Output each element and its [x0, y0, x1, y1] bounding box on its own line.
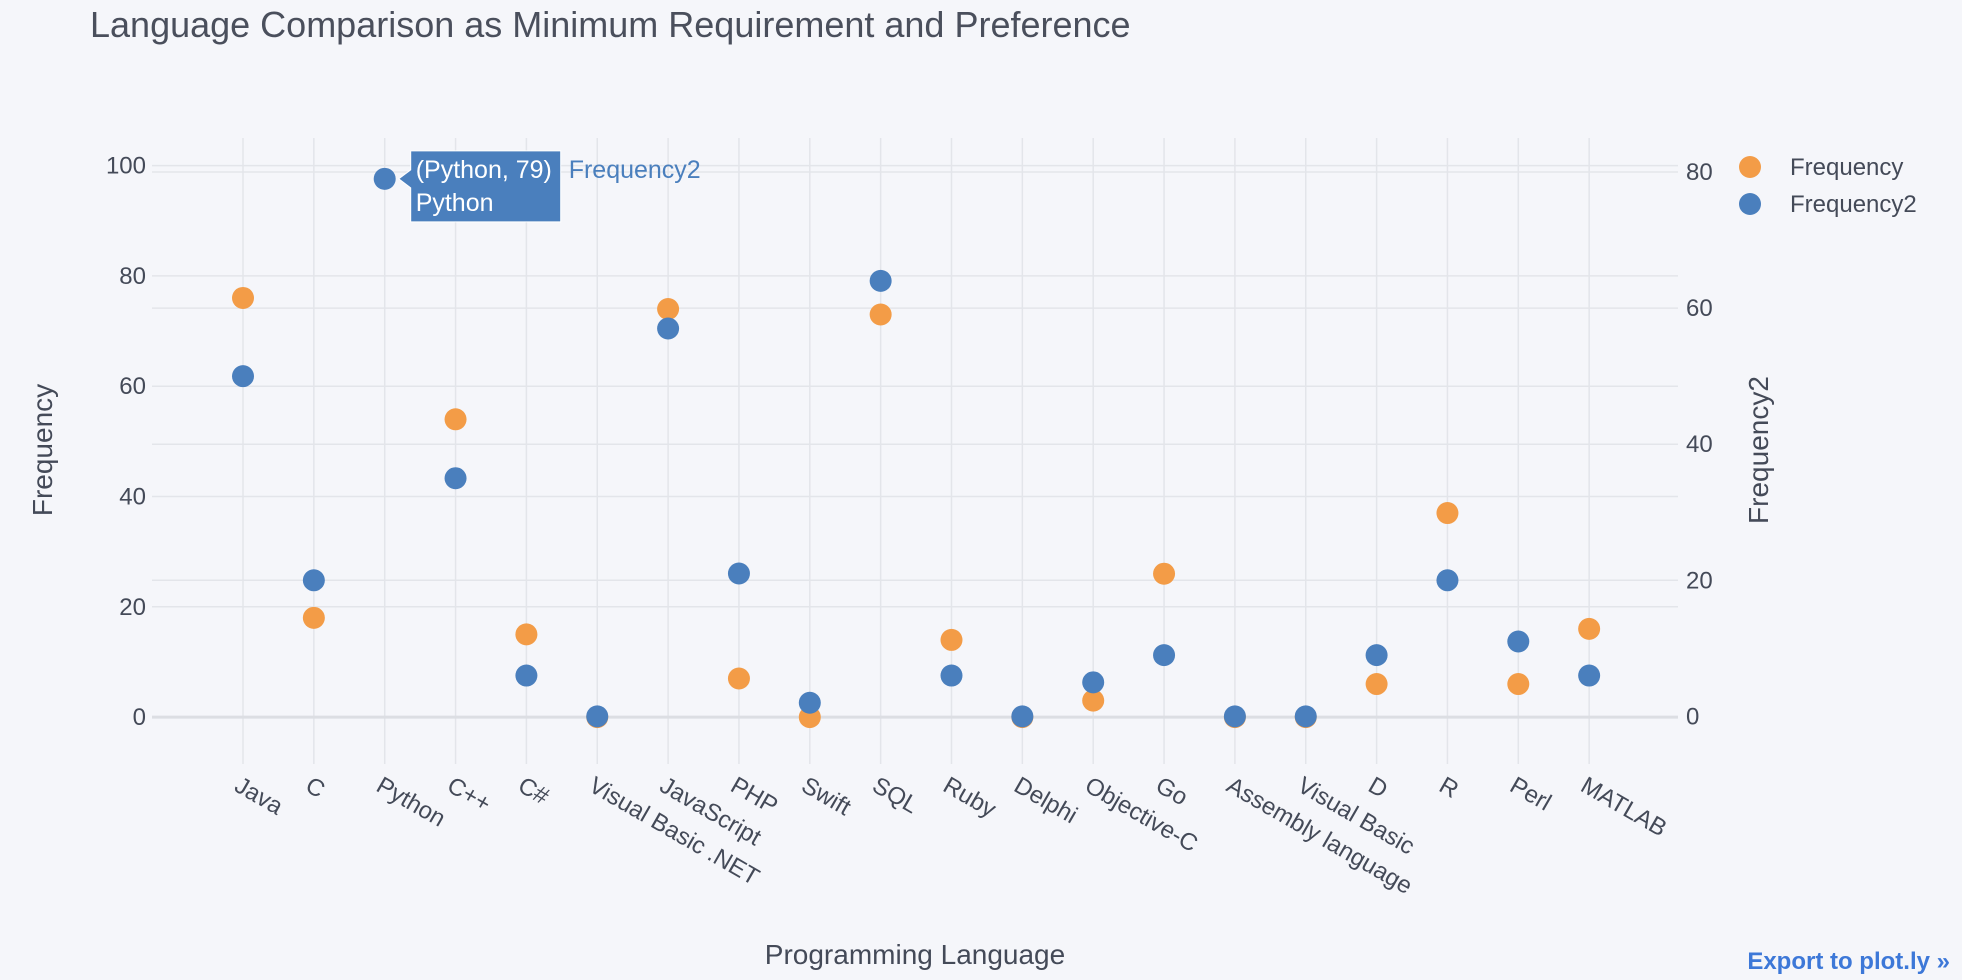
- data-point[interactable]: [1578, 617, 1601, 640]
- y-tick-label: 0: [133, 704, 146, 731]
- data-point[interactable]: [1011, 705, 1034, 728]
- data-point[interactable]: [232, 365, 254, 388]
- data-point[interactable]: [869, 303, 892, 326]
- export-to-plotly-link[interactable]: Export to plot.ly »: [1747, 948, 1950, 975]
- data-point[interactable]: [1507, 673, 1530, 696]
- tooltip-line: Python: [416, 189, 494, 217]
- x-tick-label: Perl: [1505, 772, 1555, 817]
- series-frequency[interactable]: [232, 286, 1601, 729]
- data-point[interactable]: [940, 628, 963, 651]
- data-point[interactable]: [1365, 644, 1388, 667]
- y2-axis-title: Frequency2: [1743, 376, 1774, 524]
- data-point[interactable]: [1578, 664, 1601, 687]
- series-frequency2[interactable]: [232, 167, 1601, 728]
- y2-tick-label: 40: [1686, 431, 1713, 458]
- data-point[interactable]: [1436, 502, 1459, 525]
- x-tick-label: Ruby: [939, 772, 1001, 823]
- legend-marker: [1739, 193, 1761, 215]
- x-tick-label: MATLAB: [1576, 772, 1671, 843]
- data-point[interactable]: [586, 705, 609, 728]
- data-point[interactable]: [1436, 569, 1459, 592]
- tooltip-line: (Python, 79): [416, 156, 552, 184]
- tooltip-box: [397, 150, 562, 223]
- data-point[interactable]: [940, 664, 963, 687]
- legend-item-frequency[interactable]: Frequency: [1739, 154, 1903, 181]
- data-point[interactable]: [869, 269, 892, 292]
- x-tick-label: R: [1434, 772, 1463, 804]
- data-point[interactable]: [657, 297, 680, 320]
- x-tick-label: C#: [513, 772, 554, 811]
- data-point[interactable]: [1223, 705, 1246, 728]
- y2-tick-label: 60: [1686, 295, 1713, 322]
- chart-title: Language Comparison as Minimum Requireme…: [90, 4, 1131, 45]
- y-axis-right: 0 20 40 60 80: [1686, 159, 1713, 730]
- x-tick-label: C: [301, 772, 330, 804]
- y2-tick-label: 0: [1686, 703, 1699, 730]
- data-point[interactable]: [515, 664, 538, 687]
- x-tick-label: SQL: [868, 772, 923, 819]
- data-point[interactable]: [657, 317, 680, 340]
- y-axis-left: 0 20 40 60 80 100: [106, 153, 146, 732]
- data-point[interactable]: [232, 286, 254, 309]
- data-point[interactable]: [1082, 671, 1105, 694]
- y-tick-label: 40: [119, 484, 146, 511]
- data-point[interactable]: [798, 691, 821, 714]
- data-point[interactable]: [1365, 673, 1388, 696]
- grid: [152, 138, 1678, 764]
- data-point[interactable]: [727, 667, 750, 690]
- y-tick-label: 60: [119, 373, 146, 400]
- tooltip-series-label: Frequency2: [569, 156, 701, 184]
- plot-area[interactable]: [232, 167, 1601, 729]
- data-point[interactable]: [1082, 689, 1105, 712]
- x-axis-title: Programming Language: [765, 939, 1065, 970]
- legend-label: Frequency: [1790, 154, 1903, 181]
- x-tick-label: Go: [1151, 772, 1192, 811]
- legend-label: Frequency2: [1790, 191, 1917, 218]
- data-point[interactable]: [1294, 705, 1317, 728]
- x-tick-label: Python: [372, 772, 450, 833]
- x-tick-label: Java: [230, 772, 288, 821]
- y-tick-label: 20: [119, 594, 146, 621]
- x-tick-label: D: [1364, 772, 1393, 804]
- y-tick-label: 100: [106, 153, 146, 180]
- data-point[interactable]: [444, 467, 467, 490]
- data-point[interactable]: [302, 606, 325, 629]
- data-point[interactable]: [1507, 630, 1530, 653]
- data-point[interactable]: [1153, 562, 1176, 585]
- data-point[interactable]: [302, 569, 325, 592]
- hover-tooltip: (Python, 79) Python Frequency2: [397, 150, 701, 223]
- y2-tick-label: 20: [1686, 567, 1713, 594]
- x-tick-label: Swift: [797, 772, 856, 822]
- y-tick-label: 80: [119, 263, 146, 290]
- data-point[interactable]: [727, 562, 750, 585]
- data-point[interactable]: [373, 167, 396, 190]
- legend-item-frequency2[interactable]: Frequency2: [1739, 191, 1917, 218]
- data-point[interactable]: [444, 408, 467, 431]
- y-axis-title: Frequency: [27, 384, 58, 516]
- y2-tick-label: 80: [1686, 159, 1713, 186]
- legend-marker: [1739, 156, 1761, 178]
- x-tick-label: Delphi: [1009, 772, 1081, 829]
- legend[interactable]: Frequency Frequency2: [1739, 154, 1917, 218]
- x-tick-label: C++: [443, 772, 496, 818]
- data-point[interactable]: [1153, 644, 1176, 667]
- data-point[interactable]: [515, 623, 538, 646]
